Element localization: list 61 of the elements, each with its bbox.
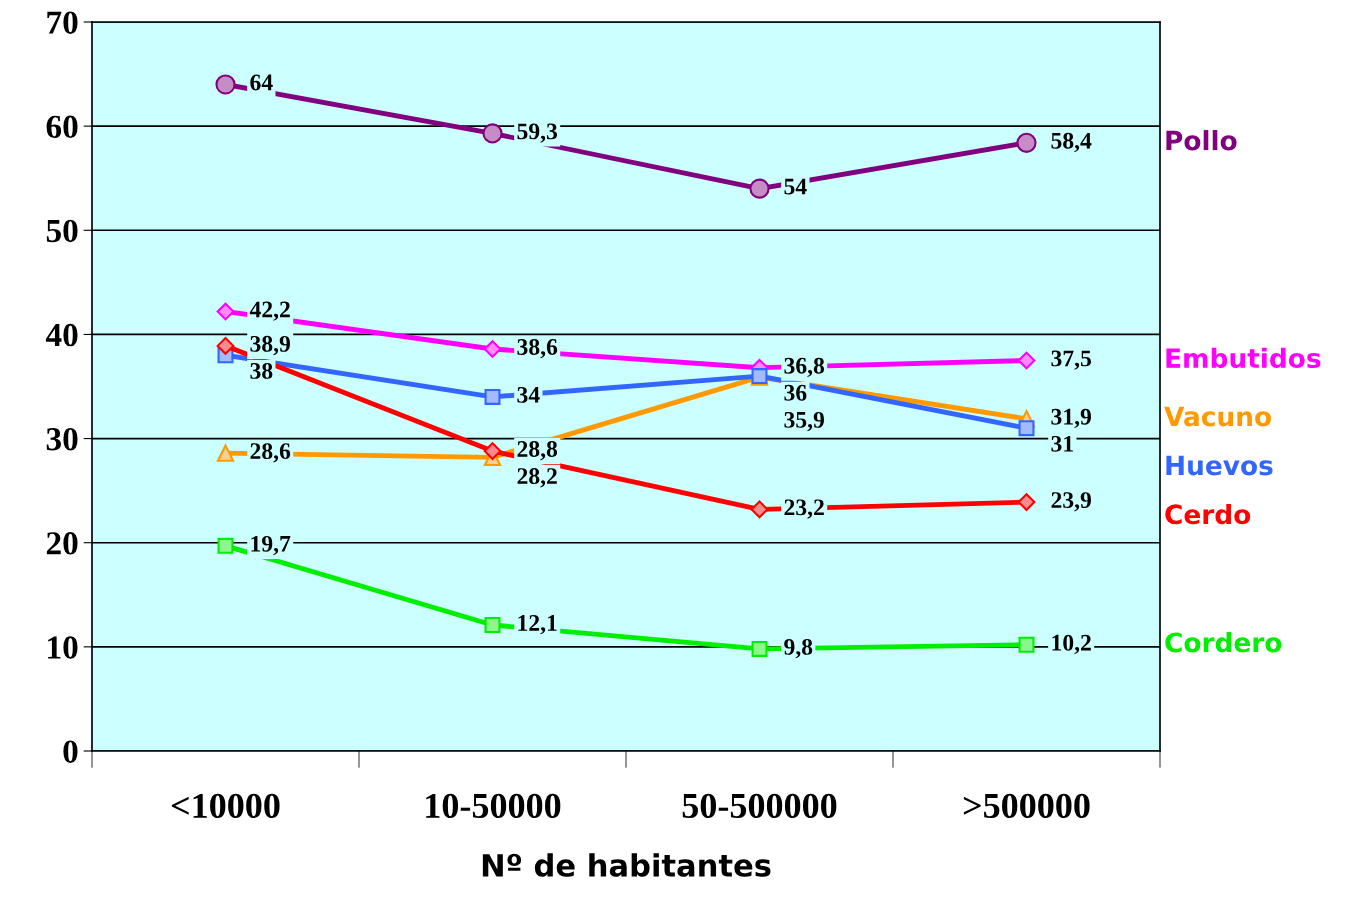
data-label: 23,9 [1051,492,1091,512]
data-label: 59,3 [517,123,558,143]
x-tick-label: <10000 [171,793,280,819]
data-label: 36,8 [784,357,825,378]
text: Embutidos [1166,347,1321,369]
y-tick-label: 50 [46,219,78,243]
data-label: 9,8 [784,638,813,659]
x-axis-title: Nº de habitantes [482,853,771,877]
point [483,442,502,460]
y-tick-label: 60 [46,115,78,139]
data-label: 31 [1051,435,1073,452]
data-label: 38,6 [517,338,558,359]
data-label: 37,5 [1051,350,1091,370]
y-tick-label: 70 [47,11,78,34]
point [750,500,769,519]
point [217,537,234,554]
y-tick-label: 30 [46,427,78,451]
data-label: 31,9 [1051,408,1091,429]
point [1017,351,1036,370]
point [216,302,235,321]
data-label: 54 [784,178,807,195]
point [484,617,501,633]
data-label: 36 [784,384,807,401]
point [482,123,503,144]
data-label: 28,8 [517,441,558,461]
point [484,388,501,405]
text: Huevos [1166,455,1273,476]
data-label: 12,1 [518,615,557,635]
data-label: 38,9 [250,335,290,356]
data-label: 58,4 [1051,132,1092,153]
data-label: 10,2 [1052,634,1091,655]
point [751,640,768,657]
x-tick-label: 50-500000 [682,793,837,819]
point [1016,132,1037,153]
y-tick-label: 10 [48,636,78,659]
text: Vacuno [1164,406,1271,427]
point [1017,493,1036,511]
data-label: 38 [250,362,273,379]
x-tick-label: 10-50000 [426,793,561,819]
data-label: 64 [250,74,273,91]
data-label: 34 [517,386,540,403]
point [483,340,502,358]
point [216,444,235,462]
point [749,178,770,199]
data-label: 35,9 [784,411,824,432]
text: Cerdo [1165,503,1251,525]
data-label: 42,2 [249,301,290,321]
text: Cordero [1165,632,1282,653]
data-label: 28,6 [250,443,291,463]
y-tick-label: 20 [46,532,78,555]
point [1018,420,1035,437]
point [216,336,235,355]
data-label: 23,2 [784,499,824,519]
point [1018,636,1035,653]
data-label: 28,2 [517,468,557,488]
data-label: 19,7 [251,535,291,556]
text: Pollo [1166,130,1237,151]
point [215,74,236,95]
y-tick-label: 40 [45,323,78,347]
y-tick-label: 0 [63,740,78,763]
x-tick-label: >500000 [963,793,1090,819]
